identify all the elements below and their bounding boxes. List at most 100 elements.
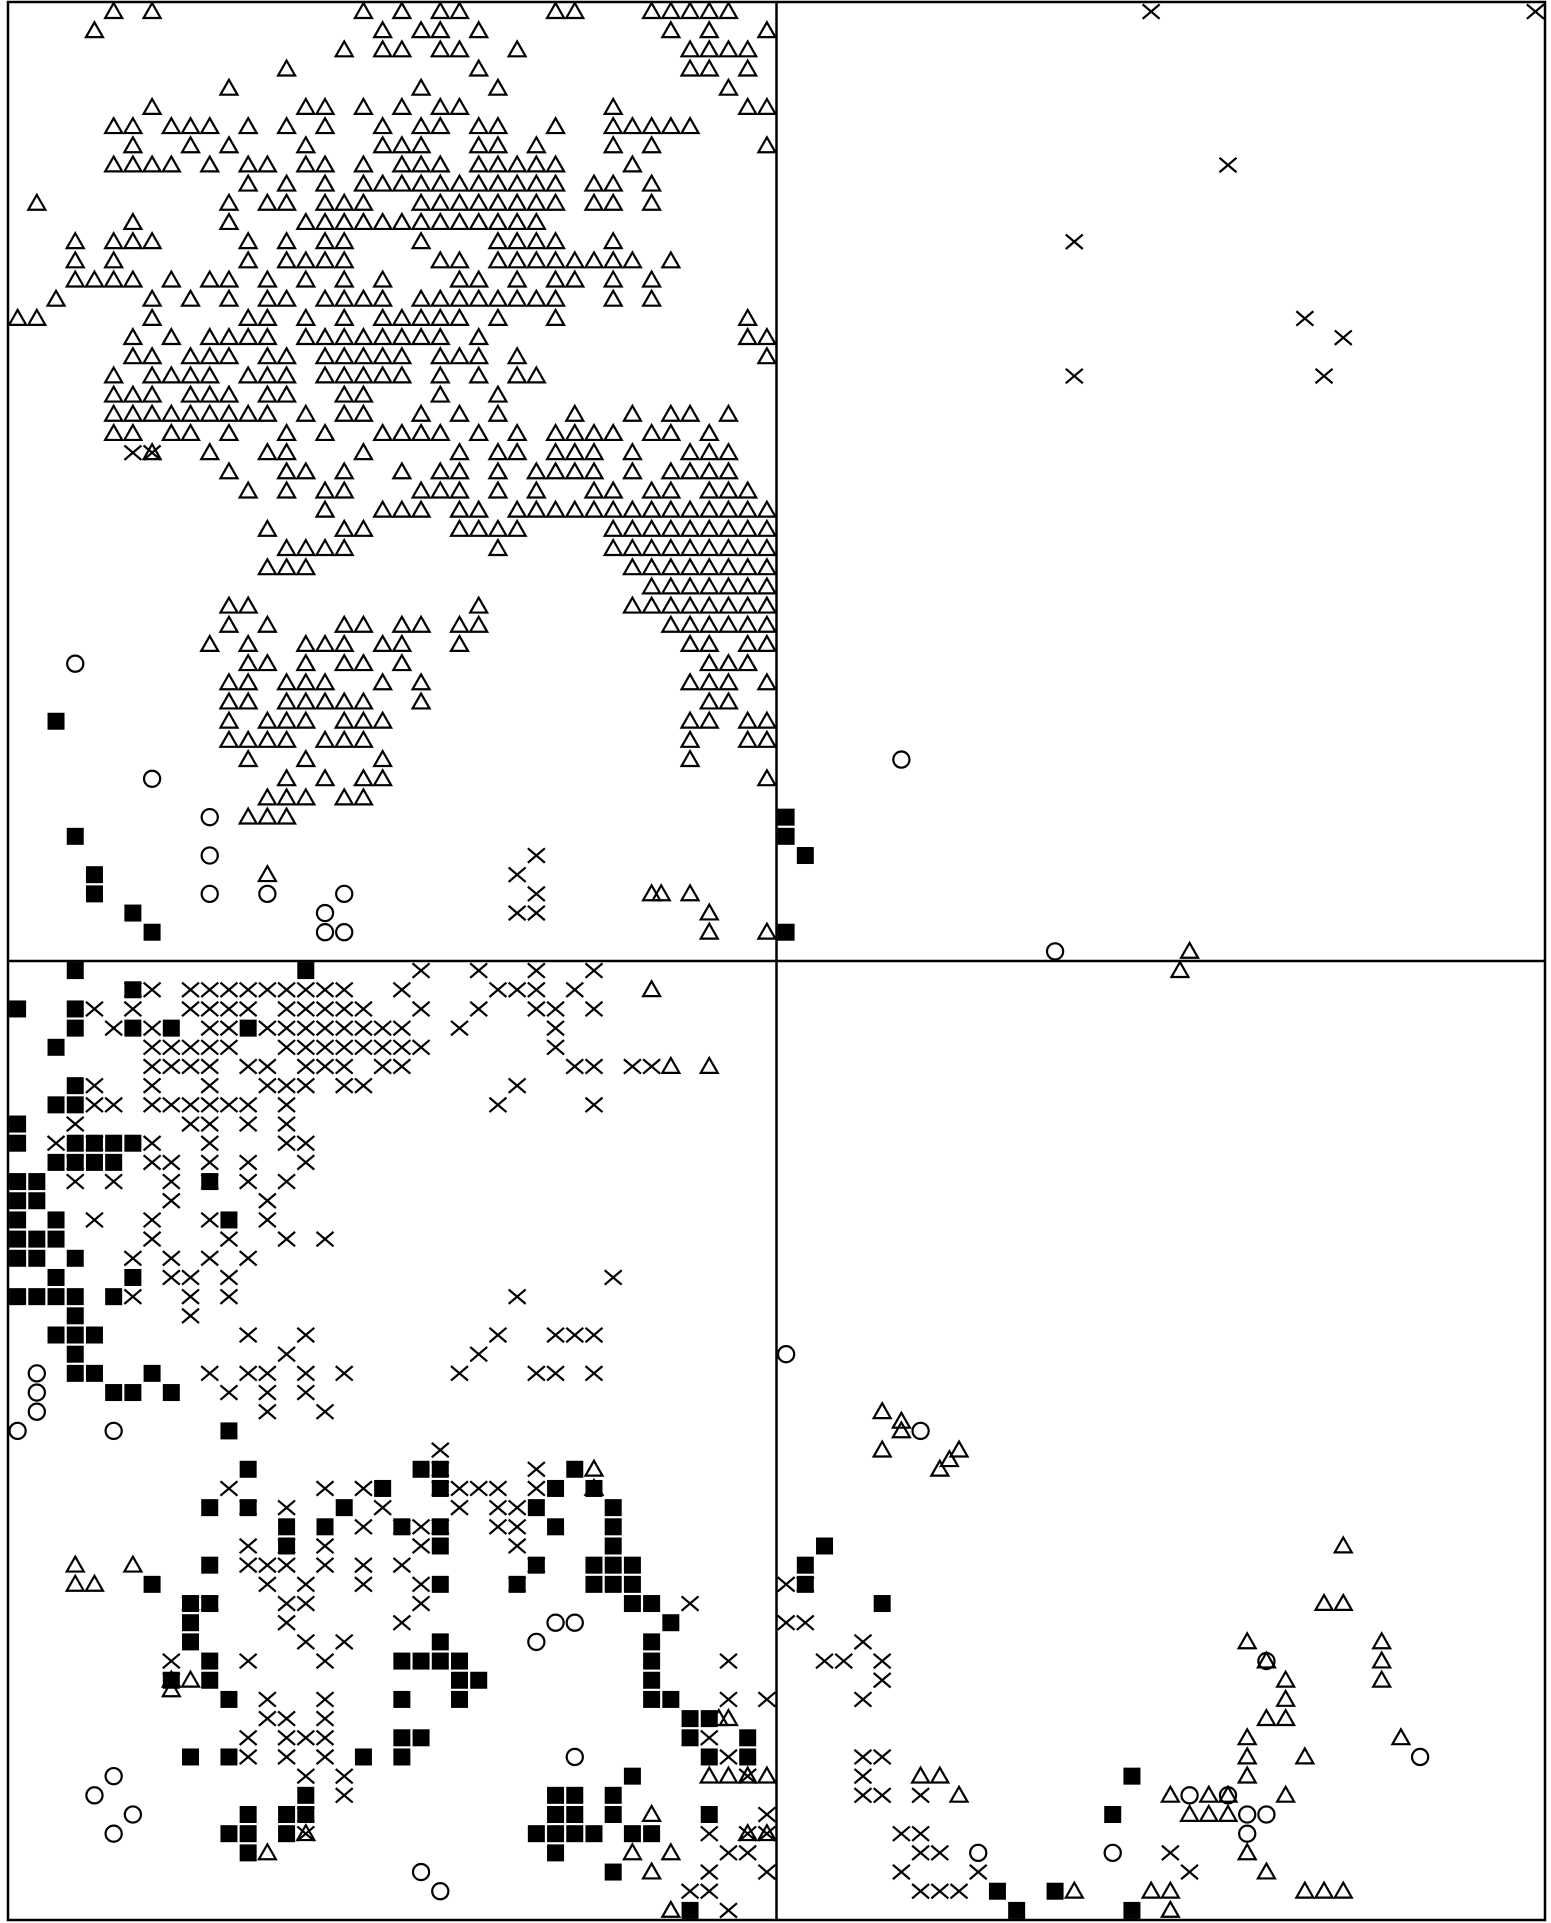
square-point <box>66 1096 84 1114</box>
square-point <box>182 1633 200 1651</box>
triangle-point <box>650 883 672 902</box>
triangle-point <box>583 442 605 461</box>
triangle-point <box>1159 1899 1181 1918</box>
triangle-point <box>1236 1842 1258 1861</box>
triangle-point <box>372 633 394 653</box>
triangle-point <box>449 288 470 307</box>
triangle-point <box>871 1439 893 1458</box>
cross-point <box>719 1748 738 1766</box>
triangle-point <box>1217 1784 1239 1803</box>
square-point <box>201 1652 219 1670</box>
triangle-point <box>679 883 701 902</box>
cross-point <box>776 1576 796 1593</box>
triangle-point <box>756 326 778 346</box>
triangle-point <box>391 461 413 480</box>
square-point <box>700 1710 718 1728</box>
cross-point <box>1065 233 1084 250</box>
triangle-point <box>622 595 643 614</box>
triangle-point <box>295 748 317 768</box>
triangle-point <box>199 154 221 173</box>
cross-point <box>181 1096 200 1113</box>
cross-point <box>181 1000 200 1018</box>
triangle-point <box>698 20 720 39</box>
triangle-point <box>468 365 490 384</box>
cross-point <box>315 1480 335 1497</box>
cross-point <box>450 1020 469 1037</box>
square-point <box>643 1633 661 1651</box>
triangle-point <box>583 480 605 499</box>
cross-point <box>1334 329 1353 346</box>
square-point <box>28 1249 46 1267</box>
cross-point <box>296 1595 316 1612</box>
cross-point <box>373 1020 392 1037</box>
square-point <box>527 1556 545 1574</box>
triangle-point <box>410 672 432 691</box>
triangle-point <box>449 307 470 326</box>
triangle-point <box>698 902 720 921</box>
triangle-point <box>449 269 470 288</box>
square-point <box>66 1134 84 1152</box>
cross-point <box>507 1518 527 1535</box>
square-point <box>47 1211 65 1229</box>
square-point <box>66 1249 84 1267</box>
triangle-point <box>180 288 201 307</box>
triangle-point <box>583 422 605 442</box>
triangle-point <box>122 211 144 231</box>
triangle-point <box>26 307 48 326</box>
square-point <box>566 1806 584 1824</box>
triangle-point <box>622 1842 643 1861</box>
triangle-point <box>160 403 182 422</box>
square-point <box>431 1652 449 1670</box>
square-point <box>66 827 84 845</box>
triangle-point <box>160 422 182 442</box>
triangle-point <box>429 384 451 403</box>
cross-point <box>296 1039 316 1056</box>
triangle-point <box>295 672 317 691</box>
square-point <box>105 1384 123 1402</box>
triangle-point <box>1371 1650 1393 1669</box>
square-point <box>143 1364 161 1382</box>
triangle-point <box>583 461 605 480</box>
triangle-point <box>1256 1650 1277 1669</box>
triangle-point <box>545 442 566 461</box>
cross-point <box>315 981 335 998</box>
triangle-point <box>122 115 144 135</box>
cross-point <box>700 1825 719 1842</box>
triangle-point <box>276 346 297 365</box>
cross-point <box>181 1288 200 1305</box>
square-point <box>316 1518 334 1536</box>
circle-point <box>1410 1747 1430 1767</box>
square-point <box>66 1307 84 1325</box>
cross-point <box>238 1326 258 1344</box>
triangle-point <box>314 691 336 710</box>
triangle-point <box>641 480 663 499</box>
triangle-point <box>545 115 566 135</box>
circle-point <box>546 1613 565 1632</box>
triangle-point <box>295 250 317 269</box>
triangle-point <box>679 710 701 729</box>
triangle-point <box>141 365 163 384</box>
triangle-point <box>737 633 759 653</box>
triangle-point <box>449 39 470 58</box>
triangle-point <box>353 288 374 307</box>
cross-point <box>219 1384 239 1401</box>
cross-point <box>162 1250 181 1267</box>
square-point <box>278 1825 296 1843</box>
triangle-point <box>718 461 739 480</box>
circle-point <box>8 1421 27 1441</box>
triangle-point <box>7 307 29 326</box>
triangle-point <box>468 422 490 442</box>
square-point <box>297 1806 315 1824</box>
triangle-point <box>256 442 278 461</box>
triangle-point <box>295 691 317 710</box>
triangle-point <box>449 173 470 192</box>
triangle-point <box>698 1055 720 1074</box>
triangle-point <box>103 231 125 250</box>
cross-point <box>507 1537 527 1555</box>
triangle-point <box>679 537 701 557</box>
triangle-point <box>391 173 413 192</box>
cross-point <box>296 1000 316 1018</box>
triangle-point <box>180 384 201 403</box>
cross-point <box>296 1020 316 1037</box>
triangle-point <box>756 768 778 787</box>
